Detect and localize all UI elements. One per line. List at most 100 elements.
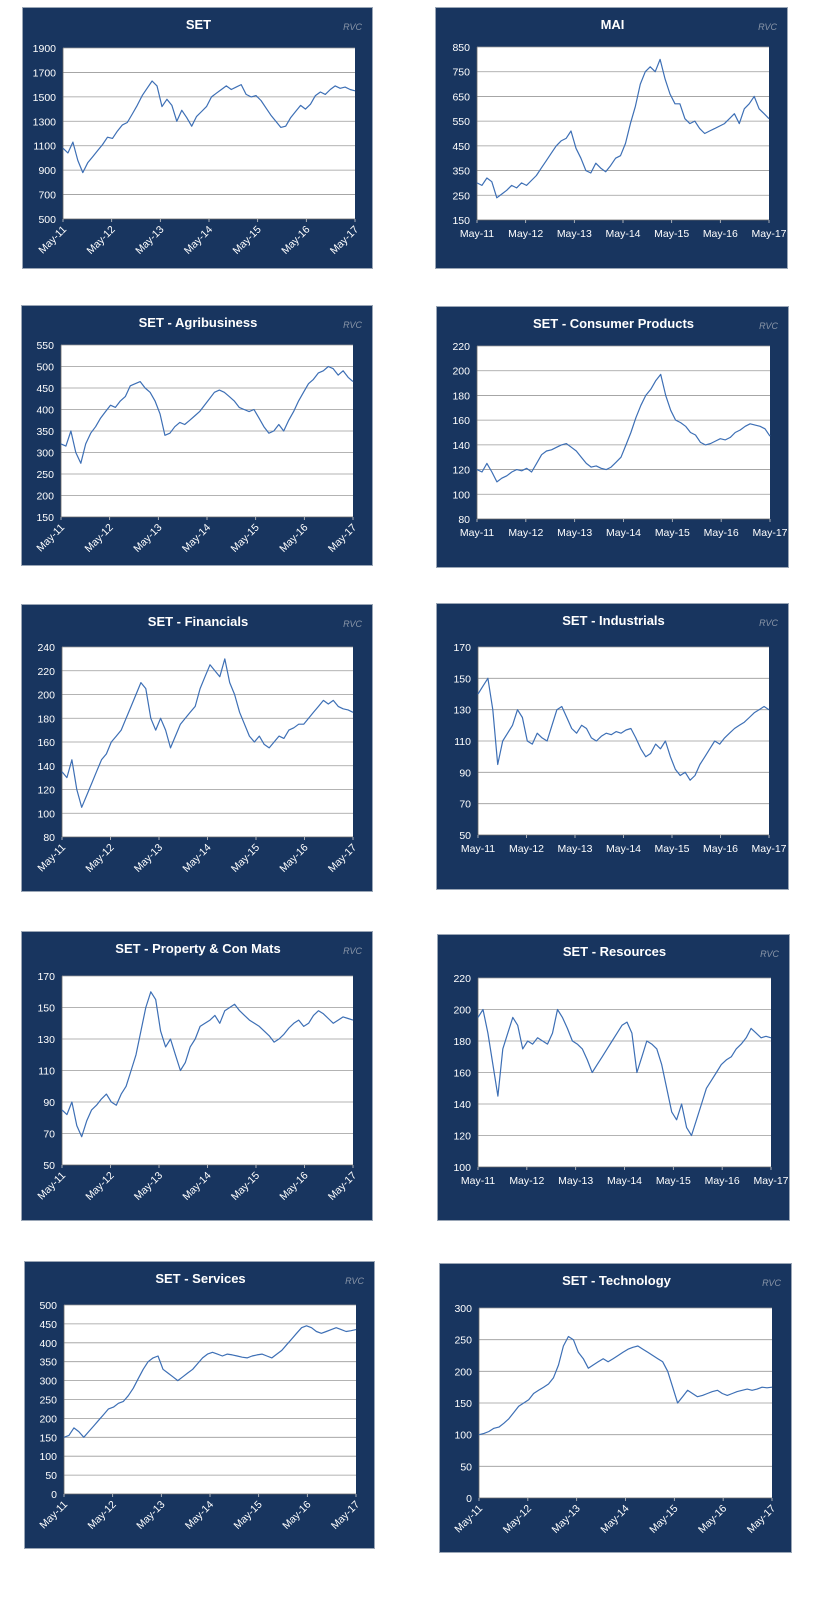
x-tick-label: May-16 [280, 1499, 313, 1532]
x-tick-label: May-13 [131, 522, 164, 555]
y-tick-label: 350 [36, 426, 54, 438]
y-tick-label: 130 [37, 1034, 55, 1046]
y-tick-label: 180 [452, 390, 470, 402]
x-tick-label: May-17 [751, 843, 786, 855]
chart-svg: SET - Agribusiness RVC 150 200 250 300 350 400 4… [34, 315, 362, 555]
series-line [60, 365, 354, 464]
watermark: RVC [759, 321, 778, 331]
chart-panel-agribusiness: SET - Agribusiness RVC 150 200 250 300 350 400 4… [21, 305, 373, 566]
watermark: RVC [343, 22, 362, 32]
y-tick-label: 140 [453, 1099, 471, 1111]
x-tick-label: May-12 [83, 1170, 116, 1203]
y-tick-label: 700 [38, 190, 56, 202]
x-tick-label: May-12 [508, 527, 543, 539]
chart-title: SET - Technology [562, 1273, 672, 1288]
y-tick-label: 1700 [33, 67, 57, 79]
y-tick-label: 250 [452, 190, 470, 202]
y-tick-label: 300 [36, 448, 54, 460]
x-tick-label: May-16 [704, 527, 739, 539]
watermark: RVC [343, 946, 362, 956]
plot-area [477, 346, 770, 519]
x-tick-label: May-17 [329, 1499, 362, 1532]
y-tick-label: 80 [458, 514, 470, 526]
x-tick-label: May-12 [501, 1503, 534, 1536]
x-tick-label: May-12 [85, 224, 118, 257]
series-line [61, 658, 354, 808]
x-tick-label: May-14 [180, 522, 213, 555]
y-tick-label: 110 [38, 1066, 55, 1078]
chart-panel-consumer-products: SET - Consumer Products RVC 80 100 120 140 160… [436, 306, 789, 568]
y-tick-label: 160 [37, 737, 55, 749]
y-tick-label: 350 [39, 1357, 57, 1369]
x-tick-label: May-17 [326, 1170, 359, 1203]
series-line [477, 1008, 772, 1137]
x-tick-label: May-12 [509, 1175, 544, 1187]
y-tick-label: 100 [454, 1430, 472, 1442]
y-tick-label: 120 [452, 465, 470, 477]
y-tick-label: 150 [39, 1432, 57, 1444]
chart-panel-property: SET - Property & Con Mats RVC 50 70 90 110 130… [21, 931, 373, 1221]
y-tick-label: 450 [36, 383, 54, 395]
x-tick-label: May-17 [753, 1175, 788, 1187]
x-tick-label: May-11 [452, 1503, 485, 1536]
y-tick-label: 1300 [33, 116, 57, 128]
series-line [476, 58, 770, 199]
x-tick-label: May-14 [182, 224, 215, 257]
x-tick-label: May-15 [655, 527, 690, 539]
y-tick-label: 180 [453, 1036, 471, 1048]
x-tick-label: May-13 [134, 1499, 167, 1532]
y-tick-label: 200 [39, 1413, 57, 1425]
x-tick-label: May-16 [703, 843, 738, 855]
chart-svg: SET - Property & Con Mats RVC 50 70 90 110 130… [35, 941, 362, 1203]
watermark: RVC [760, 949, 779, 959]
y-tick-label: 70 [459, 799, 471, 811]
chart-panel-resources: SET - Resources RVC 100 120 140 160 180 200 220 M… [437, 934, 790, 1221]
x-tick-label: May-11 [35, 1170, 68, 1203]
y-tick-label: 140 [37, 761, 55, 773]
chart-svg: SET - Consumer Products RVC 80 100 120 140 160… [452, 316, 787, 539]
y-tick-label: 50 [45, 1470, 57, 1482]
y-tick-label: 150 [452, 215, 470, 227]
x-tick-label: May-14 [607, 1175, 642, 1187]
y-tick-label: 220 [37, 666, 55, 678]
x-tick-label: May-11 [460, 527, 494, 539]
chart-title: SET - Industrials [562, 613, 665, 628]
y-tick-label: 50 [459, 830, 471, 842]
y-tick-label: 170 [37, 971, 55, 983]
y-tick-label: 200 [454, 1366, 472, 1378]
chart-panel-mai: MAI RVC 150 250 350 450 550 650 750 850 May-11 May-… [435, 7, 788, 269]
x-tick-label: May-14 [183, 1499, 216, 1532]
series-line [63, 1325, 357, 1438]
y-tick-label: 1900 [33, 43, 57, 55]
x-tick-label: May-13 [132, 1170, 165, 1203]
chart-panel-set: SET RVC 500 700 900 1100 1300 1500 1700 1900 May-1… [22, 7, 373, 269]
y-tick-label: 250 [36, 469, 54, 481]
y-tick-label: 250 [454, 1335, 472, 1347]
x-tick-label: May-17 [326, 522, 359, 555]
y-tick-label: 220 [453, 973, 471, 985]
chart-panel-services: SET - Services RVC 0 50 100 150 200 250 300 350 40… [24, 1261, 375, 1549]
y-tick-label: 250 [39, 1395, 57, 1407]
y-tick-label: 80 [43, 832, 55, 844]
y-tick-label: 180 [37, 713, 55, 725]
chart-panel-financials: SET - Financials RVC 80 100 120 140 160 180 200 2… [21, 604, 373, 892]
x-tick-label: May-14 [605, 228, 640, 240]
x-tick-label: May-11 [37, 1499, 70, 1532]
chart-title: SET - Consumer Products [533, 316, 694, 331]
y-tick-label: 200 [453, 1005, 471, 1017]
chart-svg: SET - Financials RVC 80 100 120 140 160 180 200 2… [35, 614, 362, 875]
x-tick-label: May-12 [509, 843, 544, 855]
x-tick-label: May-14 [180, 1170, 213, 1203]
x-tick-label: May-11 [460, 228, 494, 240]
x-tick-label: May-13 [132, 842, 165, 875]
chart-title: SET - Resources [563, 944, 666, 959]
chart-title: SET - Financials [148, 614, 248, 629]
x-tick-label: May-15 [654, 843, 689, 855]
x-tick-label: May-12 [508, 228, 543, 240]
x-tick-label: May-17 [745, 1503, 778, 1536]
watermark: RVC [762, 1278, 781, 1288]
chart-svg: SET - Services RVC 0 50 100 150 200 250 300 350 40… [37, 1271, 364, 1532]
x-tick-label: May-12 [83, 842, 116, 875]
y-tick-label: 90 [459, 767, 471, 779]
x-tick-label: May-11 [461, 843, 495, 855]
